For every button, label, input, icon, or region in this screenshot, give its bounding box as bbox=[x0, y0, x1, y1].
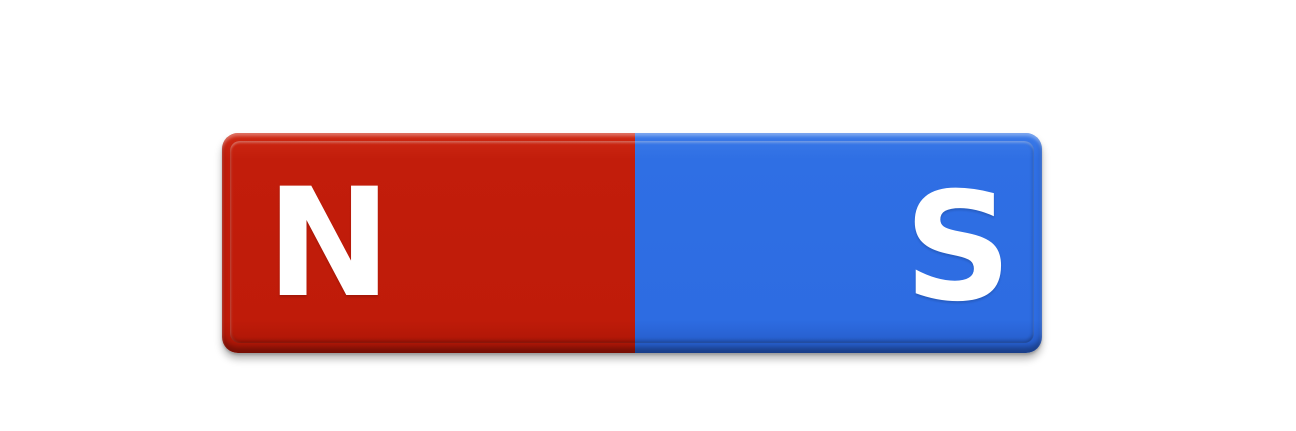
north-pole-label: N bbox=[266, 157, 392, 331]
bar-magnet: N S bbox=[222, 133, 1042, 353]
north-pole bbox=[222, 133, 635, 353]
south-pole bbox=[635, 133, 1042, 353]
south-pole-label: S bbox=[904, 161, 1013, 335]
